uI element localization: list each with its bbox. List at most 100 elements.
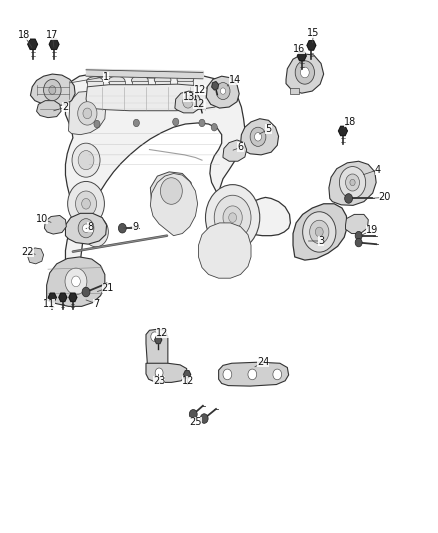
Circle shape (339, 166, 365, 198)
Polygon shape (174, 91, 201, 113)
FancyBboxPatch shape (154, 82, 170, 102)
Text: 11: 11 (42, 298, 55, 309)
Text: 18: 18 (343, 117, 355, 127)
Polygon shape (65, 213, 106, 244)
Polygon shape (218, 362, 288, 386)
Circle shape (200, 414, 208, 423)
Text: 1: 1 (102, 72, 109, 82)
Polygon shape (211, 82, 218, 90)
Circle shape (82, 224, 89, 232)
Polygon shape (189, 93, 195, 102)
FancyBboxPatch shape (132, 82, 148, 102)
Polygon shape (338, 126, 346, 135)
Polygon shape (196, 100, 203, 108)
Polygon shape (86, 84, 218, 111)
Polygon shape (198, 223, 251, 278)
Circle shape (182, 95, 193, 108)
Circle shape (198, 119, 205, 127)
Circle shape (189, 409, 197, 419)
Text: 25: 25 (189, 417, 201, 427)
Text: 12: 12 (193, 99, 205, 109)
Circle shape (272, 369, 281, 379)
Polygon shape (328, 161, 375, 205)
Polygon shape (65, 74, 290, 272)
Circle shape (344, 193, 352, 203)
Circle shape (223, 369, 231, 379)
Circle shape (89, 224, 102, 240)
Circle shape (215, 83, 230, 100)
Ellipse shape (108, 76, 125, 86)
Text: 18: 18 (18, 30, 30, 41)
Circle shape (94, 120, 100, 128)
Circle shape (78, 151, 94, 169)
Circle shape (72, 143, 100, 177)
Text: 4: 4 (374, 165, 380, 175)
Circle shape (49, 86, 56, 94)
Circle shape (118, 223, 126, 233)
Circle shape (84, 217, 108, 247)
Circle shape (78, 102, 97, 125)
Text: 7: 7 (93, 298, 99, 309)
Text: 3: 3 (317, 236, 323, 246)
Polygon shape (146, 364, 186, 382)
Text: 12: 12 (156, 328, 169, 338)
FancyBboxPatch shape (289, 88, 298, 94)
Ellipse shape (131, 76, 148, 85)
Polygon shape (68, 91, 106, 135)
Polygon shape (44, 215, 66, 234)
Circle shape (314, 227, 322, 237)
Text: 20: 20 (378, 192, 390, 203)
Polygon shape (28, 39, 37, 50)
Text: 24: 24 (257, 357, 269, 367)
Text: 10: 10 (36, 214, 48, 224)
Text: 12: 12 (181, 376, 194, 386)
Polygon shape (49, 39, 59, 50)
Ellipse shape (154, 75, 170, 85)
Circle shape (228, 213, 236, 222)
FancyBboxPatch shape (177, 82, 193, 102)
Polygon shape (154, 336, 161, 344)
Polygon shape (48, 293, 56, 302)
Circle shape (345, 174, 359, 191)
Text: 9: 9 (132, 222, 138, 232)
Circle shape (71, 276, 80, 287)
Polygon shape (292, 204, 346, 260)
Circle shape (247, 369, 256, 379)
Circle shape (220, 88, 225, 94)
Circle shape (349, 179, 354, 185)
Text: 16: 16 (292, 44, 304, 53)
Circle shape (205, 184, 259, 251)
Polygon shape (206, 76, 239, 108)
Polygon shape (36, 101, 61, 118)
Polygon shape (59, 293, 67, 302)
Polygon shape (286, 54, 323, 93)
Text: 12: 12 (194, 85, 206, 95)
Polygon shape (183, 371, 190, 378)
Polygon shape (345, 214, 367, 233)
Circle shape (133, 119, 139, 127)
Polygon shape (146, 329, 167, 370)
Text: 22: 22 (21, 247, 34, 256)
Text: 13: 13 (182, 92, 194, 102)
FancyBboxPatch shape (109, 82, 124, 102)
Ellipse shape (177, 75, 193, 84)
Text: 19: 19 (365, 225, 377, 236)
Circle shape (294, 61, 314, 84)
Circle shape (150, 332, 158, 342)
Circle shape (160, 177, 182, 204)
Ellipse shape (86, 77, 103, 86)
Circle shape (82, 287, 90, 297)
Text: 5: 5 (265, 124, 271, 134)
Polygon shape (306, 41, 315, 50)
Circle shape (43, 79, 61, 101)
Circle shape (309, 220, 328, 244)
Polygon shape (69, 293, 77, 302)
Polygon shape (240, 119, 278, 155)
Circle shape (302, 212, 335, 252)
Circle shape (172, 118, 178, 126)
Circle shape (354, 238, 361, 247)
Circle shape (250, 127, 265, 147)
Circle shape (254, 133, 261, 141)
Circle shape (223, 206, 242, 229)
Circle shape (67, 181, 104, 226)
